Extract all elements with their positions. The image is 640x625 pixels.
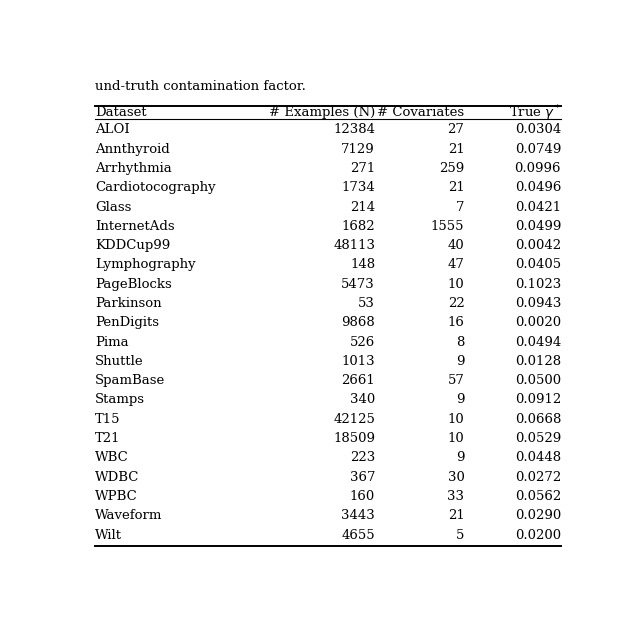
Text: PenDigits: PenDigits [95, 316, 159, 329]
Text: 0.0500: 0.0500 [515, 374, 561, 388]
Text: 10: 10 [447, 278, 465, 291]
Text: 0.0128: 0.0128 [515, 355, 561, 368]
Text: 160: 160 [350, 490, 375, 503]
Text: 0.0529: 0.0529 [515, 432, 561, 445]
Text: Waveform: Waveform [95, 509, 163, 522]
Text: PageBlocks: PageBlocks [95, 278, 172, 291]
Text: 9868: 9868 [341, 316, 375, 329]
Text: 0.0405: 0.0405 [515, 259, 561, 271]
Text: # Covariates: # Covariates [377, 106, 465, 119]
Text: Parkinson: Parkinson [95, 297, 161, 310]
Text: Arrhythmia: Arrhythmia [95, 162, 172, 175]
Text: 1013: 1013 [342, 355, 375, 368]
Text: und-truth contamination factor.: und-truth contamination factor. [95, 80, 306, 93]
Text: 18509: 18509 [333, 432, 375, 445]
Text: 0.0494: 0.0494 [515, 336, 561, 349]
Text: 30: 30 [447, 471, 465, 484]
Text: 148: 148 [350, 259, 375, 271]
Text: 0.0290: 0.0290 [515, 509, 561, 522]
Text: 5: 5 [456, 529, 465, 541]
Text: 0.0996: 0.0996 [515, 162, 561, 175]
Text: 1682: 1682 [342, 220, 375, 233]
Text: 3443: 3443 [341, 509, 375, 522]
Text: 0.0448: 0.0448 [515, 451, 561, 464]
Text: 0.0562: 0.0562 [515, 490, 561, 503]
Text: 21: 21 [447, 181, 465, 194]
Text: Shuttle: Shuttle [95, 355, 143, 368]
Text: T21: T21 [95, 432, 120, 445]
Text: 223: 223 [350, 451, 375, 464]
Text: 214: 214 [350, 201, 375, 214]
Text: 40: 40 [447, 239, 465, 252]
Text: WPBC: WPBC [95, 490, 138, 503]
Text: 5473: 5473 [341, 278, 375, 291]
Text: 1734: 1734 [341, 181, 375, 194]
Text: 48113: 48113 [333, 239, 375, 252]
Text: 0.0020: 0.0020 [515, 316, 561, 329]
Text: Pima: Pima [95, 336, 129, 349]
Text: 57: 57 [447, 374, 465, 388]
Text: 33: 33 [447, 490, 465, 503]
Text: 10: 10 [447, 432, 465, 445]
Text: WBC: WBC [95, 451, 129, 464]
Text: 53: 53 [358, 297, 375, 310]
Text: 22: 22 [447, 297, 465, 310]
Text: InternetAds: InternetAds [95, 220, 175, 233]
Text: 7: 7 [456, 201, 465, 214]
Text: 16: 16 [447, 316, 465, 329]
Text: 0.0912: 0.0912 [515, 394, 561, 406]
Text: 0.0943: 0.0943 [515, 297, 561, 310]
Text: 0.0421: 0.0421 [515, 201, 561, 214]
Text: Wilt: Wilt [95, 529, 122, 541]
Text: # Examples (N): # Examples (N) [269, 106, 375, 119]
Text: True $\gamma^*$: True $\gamma^*$ [509, 103, 561, 122]
Text: T15: T15 [95, 412, 120, 426]
Text: Glass: Glass [95, 201, 131, 214]
Text: 340: 340 [350, 394, 375, 406]
Text: 9: 9 [456, 355, 465, 368]
Text: 0.0499: 0.0499 [515, 220, 561, 233]
Text: KDDCup99: KDDCup99 [95, 239, 170, 252]
Text: 7129: 7129 [341, 142, 375, 156]
Text: 10: 10 [447, 412, 465, 426]
Text: 9: 9 [456, 451, 465, 464]
Text: 0.0749: 0.0749 [515, 142, 561, 156]
Text: 0.0304: 0.0304 [515, 123, 561, 136]
Text: 1555: 1555 [431, 220, 465, 233]
Text: 271: 271 [350, 162, 375, 175]
Text: 0.0496: 0.0496 [515, 181, 561, 194]
Text: SpamBase: SpamBase [95, 374, 165, 388]
Text: 259: 259 [439, 162, 465, 175]
Text: WDBC: WDBC [95, 471, 140, 484]
Text: 2661: 2661 [341, 374, 375, 388]
Text: 526: 526 [350, 336, 375, 349]
Text: 0.1023: 0.1023 [515, 278, 561, 291]
Text: 42125: 42125 [333, 412, 375, 426]
Text: ALOI: ALOI [95, 123, 130, 136]
Text: Annthyroid: Annthyroid [95, 142, 170, 156]
Text: 4655: 4655 [342, 529, 375, 541]
Text: 0.0200: 0.0200 [515, 529, 561, 541]
Text: 367: 367 [349, 471, 375, 484]
Text: 12384: 12384 [333, 123, 375, 136]
Text: 0.0668: 0.0668 [515, 412, 561, 426]
Text: Dataset: Dataset [95, 106, 147, 119]
Text: 21: 21 [447, 142, 465, 156]
Text: Lymphography: Lymphography [95, 259, 195, 271]
Text: 9: 9 [456, 394, 465, 406]
Text: Stamps: Stamps [95, 394, 145, 406]
Text: 8: 8 [456, 336, 465, 349]
Text: 0.0272: 0.0272 [515, 471, 561, 484]
Text: 47: 47 [447, 259, 465, 271]
Text: 27: 27 [447, 123, 465, 136]
Text: Cardiotocography: Cardiotocography [95, 181, 216, 194]
Text: 21: 21 [447, 509, 465, 522]
Text: 0.0042: 0.0042 [515, 239, 561, 252]
